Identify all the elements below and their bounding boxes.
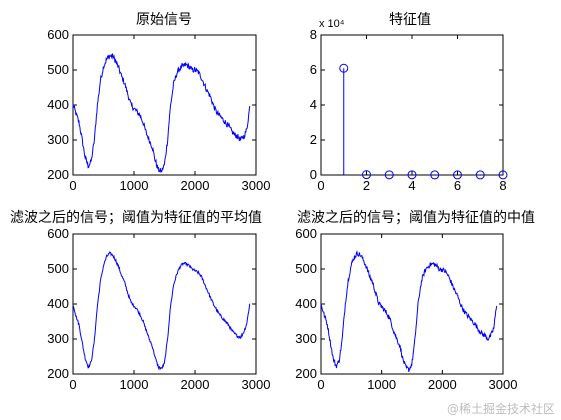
mean-ytick-label: 400 [47,296,69,311]
eig-stem-marker [498,170,508,180]
orig-ytick-label: 300 [47,132,69,147]
orig-signal-line [72,53,251,173]
mean-ytick-label: 300 [47,331,69,346]
median-ytick-label: 300 [295,331,317,346]
original-signal-plot: 0 1000 2000 3000 200 300 400 500 600 [47,27,270,193]
orig-xtick-label: 0 [69,178,76,193]
mean-xtick-label: 1000 [120,377,149,392]
eigenvalues-title: 特征值 [389,12,431,28]
mean-ytick-label: 500 [47,261,69,276]
eig-xtick-label: 6 [454,178,461,193]
orig-xtick-label: 2000 [181,178,210,193]
filtered-mean-plot: 0 1000 2000 3000 200 300 400 500 600 [47,226,270,392]
eigenvalues-exponent: x 10⁴ [319,18,345,30]
orig-ytick-label: 200 [47,167,69,182]
eig-xtick-label: 2 [363,178,370,193]
watermark: @稀土掘金技术社区 [447,401,555,416]
eig-ytick-label: 0 [310,167,317,182]
eig-stem-marker [407,170,417,180]
orig-ytick-label: 500 [47,62,69,77]
median-xtick-label: 2000 [428,377,457,392]
eig-stem-marker [430,170,440,180]
mean-ytick-label: 600 [47,226,69,241]
eig-ytick-label: 2 [310,132,317,147]
eig-stem-marker [475,170,485,180]
eig-xtick-label: 0 [317,178,324,193]
orig-ytick-label: 600 [47,27,69,42]
subplot-original-signal: 原始信号 0 1000 2000 3000 200 300 400 500 600 [47,12,270,193]
subplot-eigenvalues: 特征值 x 10⁴ 0 2 4 6 8 0 2 4 6 8 [310,12,508,193]
median-ytick-label: 200 [295,366,317,381]
mean-xtick-label: 2000 [181,377,210,392]
original-signal-title: 原始信号 [136,12,192,28]
subplot-filtered-median: 滤波之后的信号；阈值为特征值的中值 0 1000 2000 3000 200 300 400… [295,210,535,392]
median-signal-line [320,250,498,372]
filtered-median-title: 滤波之后的信号；阈值为特征值的中值 [297,210,535,226]
subplot-filtered-mean: 滤波之后的信号；阈值为特征值的平均值 0 1000 2000 3000 200 300 40… [10,210,270,392]
orig-ytick-label: 400 [47,97,69,112]
orig-xtick-label: 3000 [242,178,271,193]
eig-stem-marker [384,170,394,180]
eig-stem-marker [339,63,349,73]
median-xtick-label: 1000 [367,377,396,392]
eig-xtick-label: 8 [499,178,506,193]
eig-ytick-label: 4 [310,97,317,112]
orig-xtick-label: 1000 [120,178,149,193]
eig-ytick-label: 8 [310,27,317,42]
eig-stem-marker [362,170,371,180]
mean-xtick-label: 3000 [242,377,271,392]
median-ytick-label: 500 [295,261,317,276]
filtered-mean-title: 滤波之后的信号；阈值为特征值的平均值 [10,210,262,226]
mean-signal-line [72,251,251,371]
mean-ytick-label: 200 [47,366,69,381]
filtered-median-plot: 0 1000 2000 3000 200 300 400 500 600 [295,226,517,392]
median-ytick-label: 600 [295,226,317,241]
median-xtick-label: 0 [317,377,324,392]
mean-xtick-label: 0 [69,377,76,392]
eig-stem-marker [453,170,462,180]
median-ytick-label: 400 [295,296,317,311]
eig-ytick-label: 6 [310,62,317,77]
eig-xtick-label: 4 [408,178,415,193]
eigenvalues-plot: 0 2 4 6 8 0 2 4 6 8 [310,27,508,193]
median-xtick-label: 3000 [489,377,518,392]
